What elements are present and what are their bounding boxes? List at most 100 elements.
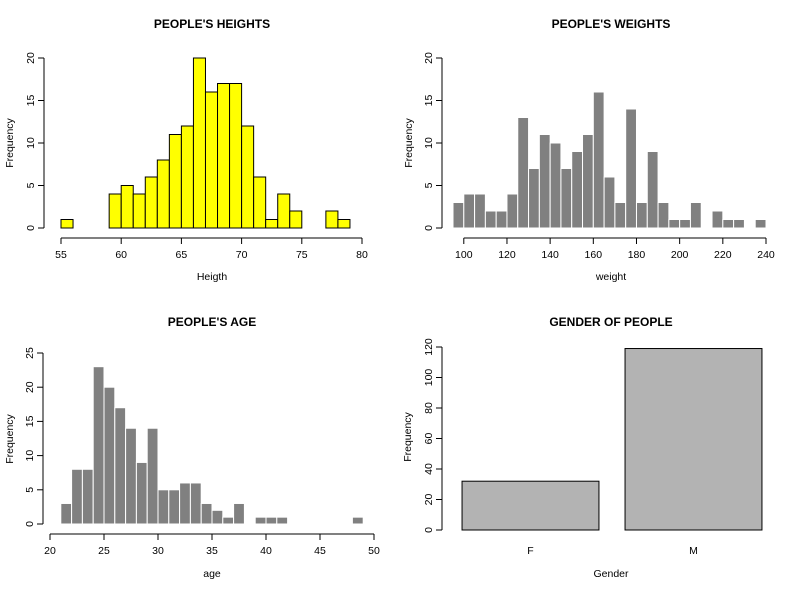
histogram-bar <box>571 151 584 229</box>
histogram-bar <box>204 91 219 229</box>
x-category-label: M <box>689 545 698 557</box>
x-category-label: F <box>527 545 533 557</box>
bars-group <box>452 91 767 229</box>
y-tick-label: 80 <box>423 402 435 414</box>
y-axis: 0 5 10 15 20 <box>423 52 443 231</box>
histogram-bar <box>108 193 122 229</box>
histogram-bar <box>289 210 303 229</box>
histogram-bar <box>265 219 279 229</box>
histogram-bar <box>192 57 206 229</box>
x-tick-label: 200 <box>671 249 689 261</box>
histogram-bar <box>646 151 659 229</box>
histogram-bar <box>506 193 519 229</box>
y-axis-label: Frequency <box>4 413 16 463</box>
histogram-bar <box>679 219 691 229</box>
x-tick-label: 140 <box>541 249 559 261</box>
y-axis: 0 5 10 15 20 <box>25 52 45 231</box>
histogram-bar <box>276 516 289 525</box>
histogram-bar <box>560 168 573 229</box>
histogram-bar <box>200 502 213 525</box>
x-axis: 55 60 65 70 75 80 <box>55 237 368 261</box>
histogram-bar <box>582 134 594 229</box>
y-tick-label: 20 <box>25 52 37 64</box>
x-tick-label: 55 <box>55 249 67 261</box>
histogram-bar <box>135 461 148 525</box>
y-tick-label: 10 <box>423 137 435 149</box>
x-tick-label: 80 <box>356 249 368 261</box>
y-tick-label: 120 <box>423 338 435 356</box>
y-tick-label: 10 <box>25 137 37 149</box>
x-axis: 20 25 30 35 40 45 50 <box>44 533 380 557</box>
histogram-bar <box>168 134 182 229</box>
histogram-bar <box>229 83 243 229</box>
x-tick-label: 25 <box>98 545 110 557</box>
histogram-bar <box>337 219 351 229</box>
x-tick-label: 100 <box>455 249 473 261</box>
histogram-bar <box>603 176 616 229</box>
x-tick-label: 45 <box>314 545 326 557</box>
y-axis: 0 20 40 60 80 100 120 <box>423 338 443 533</box>
x-axis-label: Gender <box>593 568 629 580</box>
histogram-bar <box>463 193 476 229</box>
y-tick-label: 0 <box>24 521 36 527</box>
histogram-bar <box>120 185 134 229</box>
y-tick-label: 0 <box>423 527 435 533</box>
x-tick-label: 50 <box>368 545 380 557</box>
histogram-bar <box>222 516 235 525</box>
histogram-bar <box>484 210 497 229</box>
chart-title: PEOPLE'S WEIGHTS <box>552 17 671 31</box>
histogram-bar <box>168 489 181 525</box>
y-tick-label: 15 <box>423 95 435 107</box>
histogram-bar <box>635 202 648 229</box>
x-tick-label: 160 <box>585 249 603 261</box>
histogram-bar <box>733 219 745 229</box>
histogram-bar <box>253 176 267 229</box>
y-tick-label: 40 <box>423 463 435 475</box>
histogram-bar <box>265 516 278 525</box>
histogram-bar <box>277 193 291 229</box>
histogram-bar <box>81 468 94 525</box>
y-tick-label: 20 <box>423 52 435 64</box>
histogram-bar <box>351 516 364 525</box>
y-tick-label: 20 <box>423 494 435 506</box>
histogram-bar <box>754 219 767 229</box>
bars-group <box>461 348 763 531</box>
x-tick-label: 180 <box>628 249 646 261</box>
heights-histogram-panel: PEOPLE'S HEIGHTS 55 60 65 70 75 80 0 5 10 15 20 H… <box>4 17 368 283</box>
x-tick-label: 60 <box>115 249 127 261</box>
y-tick-label: 60 <box>423 433 435 445</box>
histogram-bar <box>125 427 137 525</box>
x-tick-label: 40 <box>260 545 272 557</box>
x-axis-label: weight <box>595 271 626 283</box>
histogram-bar <box>474 193 486 229</box>
x-tick-label: 30 <box>152 545 164 557</box>
histogram-bar <box>711 210 724 229</box>
bar-f <box>461 480 600 531</box>
chart-title: GENDER OF PEOPLE <box>549 315 672 329</box>
histogram-bar <box>60 219 74 229</box>
chart-title: PEOPLE'S HEIGHTS <box>154 17 270 31</box>
y-tick-label: 10 <box>24 450 36 462</box>
x-tick-label: 65 <box>176 249 188 261</box>
histogram-bar <box>144 176 158 229</box>
y-axis: 0 5 10 15 20 25 <box>24 347 44 527</box>
histogram-bar <box>592 91 605 229</box>
x-axis: 100 120 140 160 180 200 220 240 <box>455 237 775 261</box>
histogram-bar <box>211 509 224 525</box>
histogram-bar <box>625 108 637 229</box>
y-axis-label: Frequency <box>4 117 16 167</box>
y-axis-label: Frequency <box>403 117 415 167</box>
histogram-bar <box>60 502 73 525</box>
histogram-bar <box>179 482 191 525</box>
x-tick-label: 70 <box>236 249 248 261</box>
histogram-bar <box>180 125 194 229</box>
x-tick-label: 120 <box>498 249 516 261</box>
chart-title: PEOPLE'S AGE <box>168 315 256 329</box>
histogram-bar <box>233 502 245 525</box>
histogram-bar <box>549 142 562 229</box>
age-histogram-panel: PEOPLE'S AGE 20 25 30 35 40 45 50 0 5 10 15 20 25 a… <box>4 315 380 580</box>
y-tick-label: 0 <box>423 225 435 231</box>
histogram-bar <box>689 202 702 229</box>
